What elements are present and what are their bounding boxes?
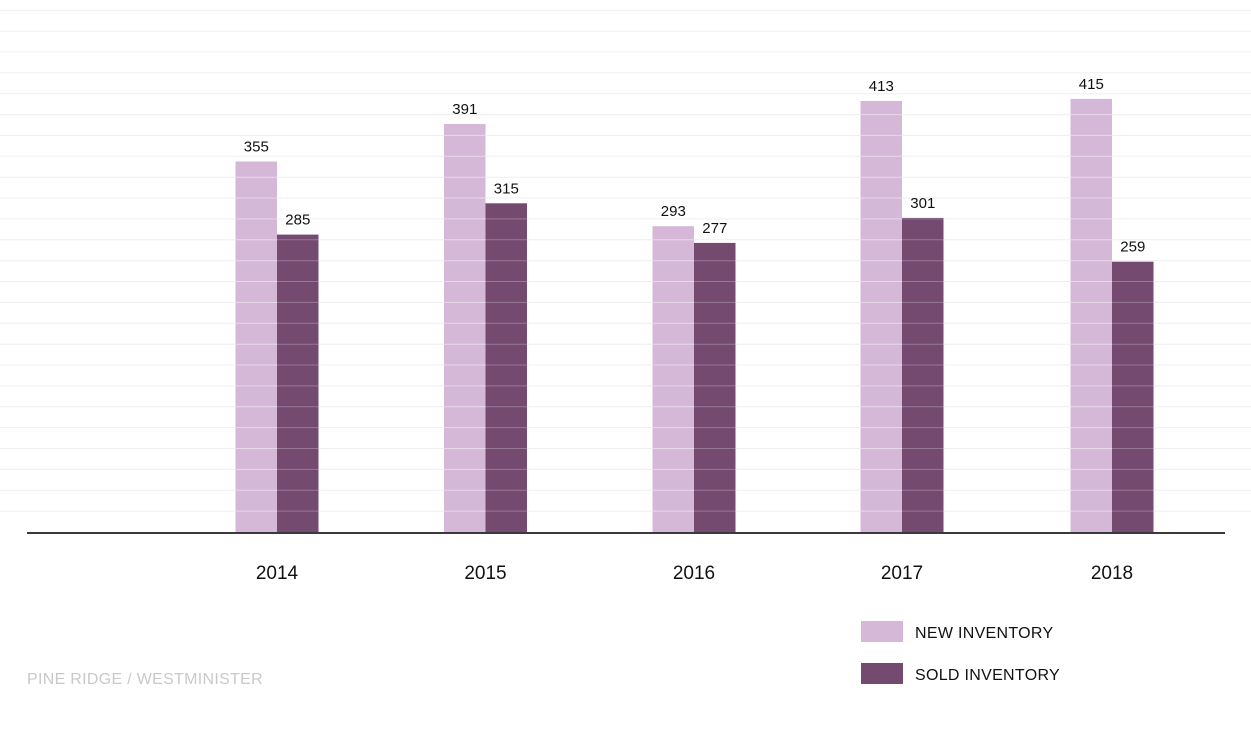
legend-swatch-new <box>861 621 903 642</box>
x-tick-label-2016: 2016 <box>673 563 715 584</box>
x-axis-ticks: 2014 2015 2016 2017 2018 <box>256 563 1133 584</box>
data-label-sold-2018: 259 <box>1120 239 1145 256</box>
x-tick-label-2014: 2014 <box>256 563 299 584</box>
data-label-new-2017: 413 <box>869 78 894 95</box>
bars <box>235 98 1154 533</box>
x-tick-label-2018: 2018 <box>1091 563 1133 584</box>
x-tick-label-2017: 2017 <box>881 563 923 584</box>
legend-swatch-sold <box>861 663 903 684</box>
data-label-sold-2017: 301 <box>910 195 935 212</box>
bar-new-2016 <box>652 226 694 532</box>
legend-label-new: NEW INVENTORY <box>915 625 1053 642</box>
bar-new-2017 <box>860 101 902 532</box>
bar-sold-2018 <box>1112 261 1154 532</box>
bar-new-2015 <box>444 124 486 532</box>
bar-sold-2015 <box>485 203 527 533</box>
data-label-new-2014: 355 <box>244 139 269 156</box>
data-label-sold-2016: 277 <box>702 220 727 237</box>
data-label-sold-2015: 315 <box>494 180 519 197</box>
bar-new-2014 <box>235 161 277 532</box>
gridlines <box>0 9 1251 512</box>
data-label-new-2016: 293 <box>661 203 686 220</box>
bar-new-2018 <box>1070 98 1112 533</box>
bar-sold-2014 <box>277 234 319 532</box>
bar-sold-2017 <box>902 217 944 532</box>
legend: NEW INVENTORY SOLD INVENTORY <box>861 621 1060 684</box>
data-label-new-2015: 391 <box>452 101 477 118</box>
legend-label-sold: SOLD INVENTORY <box>915 667 1060 684</box>
data-labels: 355 285 391 315 293 277 413 301 415 259 <box>244 76 1146 256</box>
bar-sold-2016 <box>694 242 736 532</box>
data-label-sold-2014: 285 <box>285 212 310 229</box>
footer-caption: PINE RIDGE / WESTMINISTER <box>27 671 263 688</box>
data-label-new-2018: 415 <box>1079 76 1104 93</box>
x-tick-label-2015: 2015 <box>464 563 506 584</box>
